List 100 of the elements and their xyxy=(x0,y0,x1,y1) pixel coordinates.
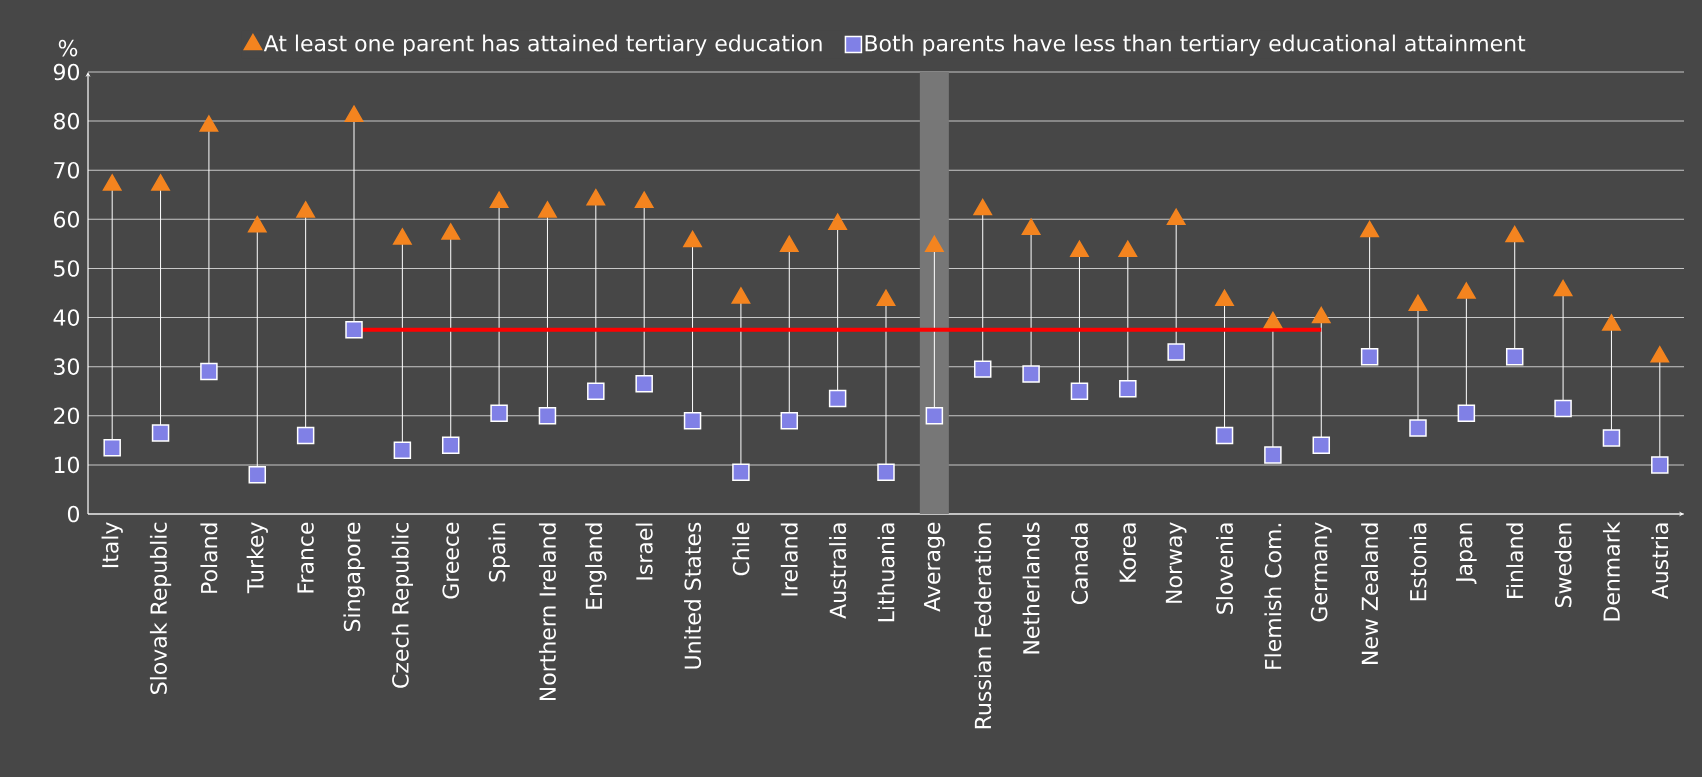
x-tick-label: Ireland xyxy=(780,523,798,596)
point xyxy=(586,188,606,206)
x-tick-label: Austria xyxy=(1651,523,1669,600)
point xyxy=(732,463,750,482)
x-tick-label: Sweden xyxy=(1554,523,1572,608)
point xyxy=(247,215,267,233)
point xyxy=(1264,446,1282,464)
point xyxy=(296,426,315,445)
x-tick-label: Netherlands xyxy=(1022,522,1040,654)
point xyxy=(489,191,509,208)
y-tick-label: 60 xyxy=(54,211,79,228)
x-tick-label: New Zealand xyxy=(1361,523,1379,664)
point xyxy=(1311,306,1331,324)
point xyxy=(441,223,461,240)
legend-label: At least one parent has attained tertiary education xyxy=(263,34,822,56)
x-tick-label: Northern Ireland xyxy=(538,523,556,701)
x-tick-label: Czech Republic xyxy=(391,522,414,688)
point xyxy=(1457,404,1476,423)
point xyxy=(587,382,605,400)
point xyxy=(200,362,218,381)
point xyxy=(634,191,654,208)
point xyxy=(1409,419,1427,437)
point xyxy=(490,404,508,423)
point xyxy=(1215,289,1234,307)
x-tick-label: Chile xyxy=(732,522,750,576)
legend-label: Both parents have less than tertiary educational attainment xyxy=(865,34,1526,56)
x-tick-label: Greece xyxy=(442,522,460,599)
point xyxy=(1070,382,1089,400)
x-tick-label: Singapore xyxy=(343,522,365,632)
point xyxy=(1505,225,1525,243)
y-tick-label: 30 xyxy=(54,358,79,375)
point xyxy=(1263,311,1283,329)
x-tick-label: Spain xyxy=(488,523,510,582)
point xyxy=(780,411,799,430)
x-tick-label: Estonia xyxy=(1409,523,1427,601)
x-tick-label: Slovak Republic xyxy=(149,522,172,694)
point xyxy=(779,235,799,253)
point xyxy=(1070,240,1089,258)
point xyxy=(441,436,460,454)
point xyxy=(1456,282,1476,299)
point xyxy=(102,174,122,191)
point xyxy=(1602,314,1621,331)
point xyxy=(151,174,170,191)
point xyxy=(683,230,702,248)
point xyxy=(1360,348,1379,366)
point xyxy=(1408,294,1428,312)
point xyxy=(392,228,412,245)
point xyxy=(103,438,121,457)
y-tick-label: 0 xyxy=(67,505,80,523)
point xyxy=(924,235,944,253)
x-tick-label: Turkey xyxy=(246,522,268,594)
point xyxy=(1553,279,1573,297)
x-tick-label: Norway xyxy=(1165,522,1187,603)
x-tick-label: Australia xyxy=(829,523,847,619)
point xyxy=(925,407,944,425)
point xyxy=(296,201,316,218)
point xyxy=(199,115,219,132)
point xyxy=(683,411,702,430)
x-tick-label: Japan xyxy=(1456,523,1477,585)
x-tick-label: Russian Federation xyxy=(974,523,992,729)
x-tick-label: France xyxy=(297,522,314,593)
x-tick-label: United States xyxy=(684,522,702,669)
y-tick-label: 70 xyxy=(54,161,79,179)
y-tick-label: 90 xyxy=(53,63,79,81)
x-tick-label: Poland xyxy=(200,523,218,593)
point xyxy=(1554,399,1572,418)
point xyxy=(828,389,847,408)
point xyxy=(248,465,267,484)
point xyxy=(1021,218,1041,235)
point xyxy=(1166,208,1186,226)
x-tick-label: England xyxy=(585,523,607,609)
point xyxy=(1118,240,1138,258)
x-tick-label: Canada xyxy=(1070,523,1088,605)
point xyxy=(1312,436,1331,454)
point xyxy=(538,201,557,218)
x-tick-label: Denmark xyxy=(1602,521,1620,621)
point xyxy=(1119,380,1137,398)
x-tick-label: Finland xyxy=(1506,523,1524,598)
point xyxy=(345,321,363,339)
point xyxy=(828,213,848,230)
point xyxy=(973,198,993,216)
point xyxy=(151,424,170,442)
point xyxy=(1022,365,1040,383)
y-tick-label: 20 xyxy=(54,407,79,425)
point xyxy=(1360,220,1380,238)
x-tick-label: Israel xyxy=(635,523,653,580)
point xyxy=(1650,346,1670,363)
x-tick-label: Slovenia xyxy=(1216,523,1234,614)
y-axis-title: % xyxy=(58,39,78,57)
x-tick-label: Average xyxy=(924,522,945,612)
point xyxy=(393,441,412,459)
x-tick-label: Italy xyxy=(101,522,123,568)
point xyxy=(1215,426,1234,445)
point xyxy=(635,375,653,393)
point xyxy=(538,407,557,425)
point xyxy=(876,289,896,307)
y-tick-label: 80 xyxy=(53,112,79,130)
point xyxy=(1602,429,1621,447)
point xyxy=(344,105,364,122)
x-tick-label: Korea xyxy=(1119,523,1136,582)
